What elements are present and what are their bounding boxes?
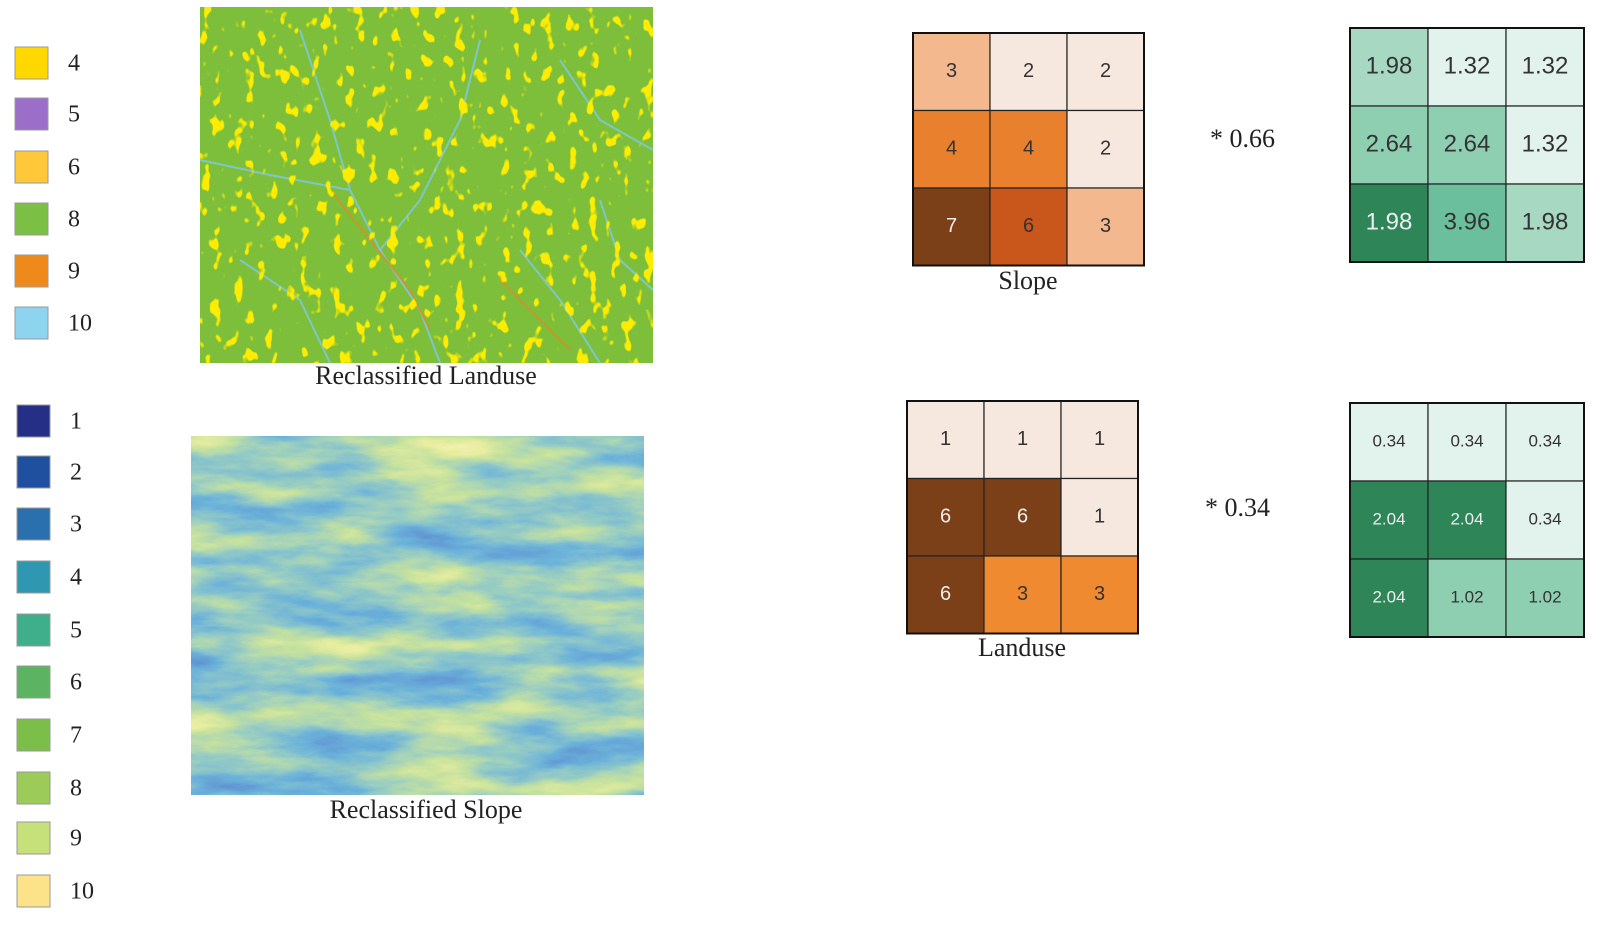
legend-label: 10 bbox=[70, 879, 94, 905]
legend-swatch bbox=[17, 822, 50, 854]
legend-label: 8 bbox=[70, 776, 82, 802]
cell-value: 4 bbox=[1023, 138, 1034, 160]
cell-value: 1.32 bbox=[1444, 52, 1491, 79]
cell-value: 1.32 bbox=[1522, 130, 1569, 157]
legend-swatch bbox=[17, 772, 50, 804]
cell-value: 1.98 bbox=[1366, 52, 1413, 79]
cell-value: 2 bbox=[1100, 138, 1111, 160]
cell-value: 1.98 bbox=[1366, 208, 1413, 235]
map-caption: Reclassified Slope bbox=[330, 795, 523, 824]
cell-value: 1.02 bbox=[1450, 587, 1483, 606]
cell-value: 1.98 bbox=[1522, 208, 1569, 235]
cell-value: 1 bbox=[1094, 428, 1105, 450]
cell-value: 0.34 bbox=[1528, 509, 1561, 528]
legend-swatch bbox=[15, 307, 48, 339]
legend-swatch bbox=[17, 875, 50, 907]
cell-value: 2.04 bbox=[1372, 509, 1405, 528]
cell-value: 2 bbox=[1023, 60, 1034, 82]
legend-label: 9 bbox=[68, 259, 80, 285]
legend-swatch bbox=[17, 405, 50, 437]
grid-caption: Landuse bbox=[978, 633, 1066, 662]
cell-value: 2.64 bbox=[1444, 130, 1491, 157]
figure: 4 5 6 8 9 10 1 2 3 4 5 6 7 8 9 10 Reclassified Landuse Re… bbox=[0, 0, 1600, 934]
legend-label: 1 bbox=[70, 409, 82, 435]
cell-value: 6 bbox=[940, 506, 951, 528]
legend-label: 10 bbox=[68, 311, 92, 337]
slope-map bbox=[191, 436, 644, 795]
legend-label: 5 bbox=[68, 102, 80, 128]
legend-swatch bbox=[15, 98, 48, 130]
legend-label: 6 bbox=[68, 155, 80, 181]
cell-value: 4 bbox=[946, 138, 957, 160]
legend-swatch bbox=[17, 561, 50, 593]
legend-label: 4 bbox=[68, 51, 80, 77]
cell-value: 7 bbox=[946, 215, 957, 237]
legend-swatch bbox=[15, 47, 48, 79]
cell-value: 2.04 bbox=[1450, 509, 1483, 528]
cell-value: 2.04 bbox=[1372, 587, 1405, 606]
legend-label: 7 bbox=[70, 723, 82, 749]
page: {"legend_landuse": {"items": [ {"label":… bbox=[0, 0, 1600, 934]
cell-value: 6 bbox=[940, 583, 951, 605]
cell-value: 3 bbox=[1100, 215, 1111, 237]
cell-value: 1 bbox=[940, 428, 951, 450]
landuse-map bbox=[200, 7, 653, 363]
cell-value: 3.96 bbox=[1444, 208, 1491, 235]
cell-value: 3 bbox=[1094, 583, 1105, 605]
legend-label: 8 bbox=[68, 207, 80, 233]
cell-value: 6 bbox=[1023, 215, 1034, 237]
legend-swatch bbox=[15, 151, 48, 183]
cell-value: 2.64 bbox=[1366, 130, 1413, 157]
cell-value: 1 bbox=[1094, 506, 1105, 528]
cell-value: 3 bbox=[946, 60, 957, 82]
weight: * 0.34 bbox=[1205, 493, 1270, 522]
legend-label: 2 bbox=[70, 460, 82, 486]
weight: * 0.66 bbox=[1210, 124, 1275, 153]
cell-value: 1 bbox=[1017, 428, 1028, 450]
legend-swatch bbox=[15, 255, 48, 287]
cell-value: 2 bbox=[1100, 60, 1111, 82]
map-caption: Reclassified Landuse bbox=[315, 361, 537, 390]
cell-value: 0.34 bbox=[1450, 431, 1483, 450]
legend-label: 5 bbox=[70, 618, 82, 644]
cell-value: 1.32 bbox=[1522, 52, 1569, 79]
cell-value: 0.34 bbox=[1372, 431, 1405, 450]
cell-value: 0.34 bbox=[1528, 431, 1561, 450]
legend-swatch bbox=[15, 203, 48, 235]
legend-swatch bbox=[17, 614, 50, 646]
legend-swatch bbox=[17, 666, 50, 698]
legend-label: 4 bbox=[70, 565, 82, 591]
legend-swatch bbox=[17, 719, 50, 751]
grid-caption: Slope bbox=[998, 266, 1057, 295]
legend-label: 3 bbox=[70, 512, 82, 538]
legend-swatch bbox=[17, 456, 50, 488]
legend-label: 6 bbox=[70, 670, 82, 696]
cell-value: 3 bbox=[1017, 583, 1028, 605]
cell-value: 1.02 bbox=[1528, 587, 1561, 606]
cell-value: 6 bbox=[1017, 506, 1028, 528]
legend-label: 9 bbox=[70, 826, 82, 852]
legend-swatch bbox=[17, 508, 50, 540]
